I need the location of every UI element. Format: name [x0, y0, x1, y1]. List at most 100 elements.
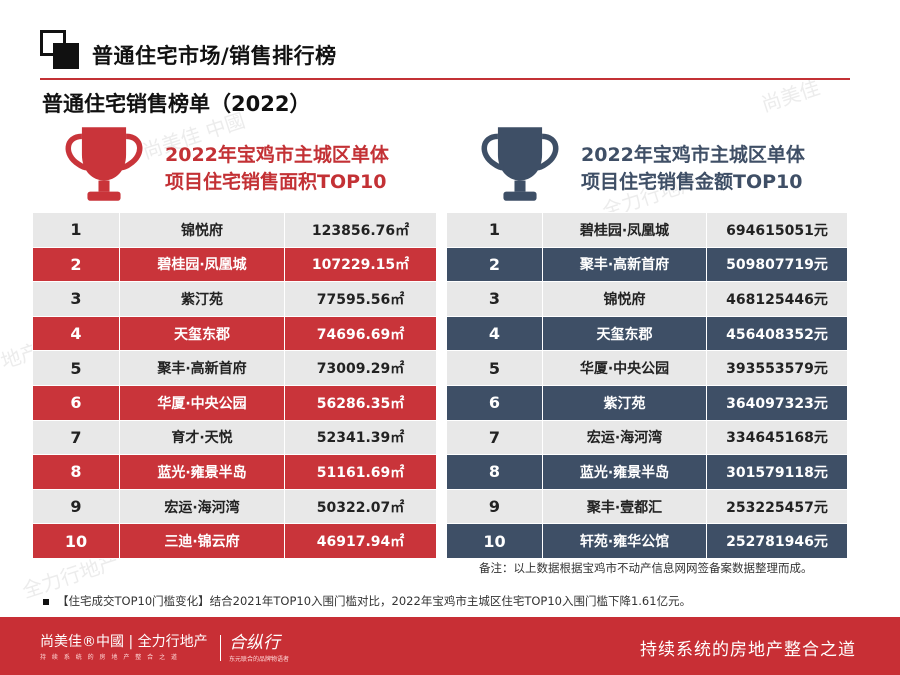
- value-cell: 74696.69㎡: [284, 315, 437, 352]
- table-row: 4 天玺东郡 456408352元: [446, 315, 848, 352]
- rank-cell: 7: [446, 419, 543, 456]
- table-row: 8 蓝光·雍景半岛 51161.69㎡: [32, 454, 437, 490]
- project-name-cell: 聚丰·壹都汇: [542, 488, 707, 525]
- value-cell: 694615051元: [706, 212, 848, 248]
- project-name-cell: 华厦·中央公园: [542, 350, 707, 386]
- value-cell: 51161.69㎡: [284, 454, 437, 490]
- rank-cell: 3: [446, 281, 543, 317]
- value-cell: 46917.94㎡: [284, 523, 437, 559]
- trophy-icon: [481, 127, 559, 201]
- table-row: 6 华厦·中央公园 56286.35㎡: [32, 384, 437, 421]
- footer-brand: 尚美佳®中國 | 全力行地产: [40, 634, 208, 650]
- rank-cell: 6: [446, 384, 543, 421]
- table-row: 7 育才·天悦 52341.39㎡: [32, 419, 437, 456]
- left-caption-line1: 2022年宝鸡市主城区单体: [165, 144, 389, 166]
- project-name-cell: 天玺东郡: [542, 315, 707, 352]
- table-row: 6 紫汀苑 364097323元: [446, 384, 848, 421]
- rank-cell: 8: [446, 454, 543, 490]
- table-row: 4 天玺东郡 74696.69㎡: [32, 315, 437, 352]
- project-name-cell: 宏运·海河湾: [542, 419, 707, 456]
- footer-brand-sub: 持 续 系 统 的 房 地 产 整 合 之 道: [40, 654, 179, 661]
- footer-separator: [220, 635, 221, 661]
- table-row: 8 蓝光·雍景半岛 301579118元: [446, 454, 848, 490]
- table-row: 10 轩苑·雍华公馆 252781946元: [446, 523, 848, 559]
- footnote-text: 【住宅成交TOP10门槛变化】结合2021年TOP10入围门槛对比，2022年宝…: [57, 594, 692, 608]
- table-row: 1 锦悦府 123856.76㎡: [32, 212, 437, 248]
- rank-cell: 5: [446, 350, 543, 386]
- value-cell: 364097323元: [706, 384, 848, 421]
- rank-cell: 10: [446, 523, 543, 559]
- project-name-cell: 宏运·海河湾: [119, 488, 285, 525]
- rank-cell: 4: [446, 315, 543, 352]
- right-caption-line1: 2022年宝鸡市主城区单体: [581, 144, 805, 166]
- trophy-icon: [65, 127, 143, 201]
- value-cell: 56286.35㎡: [284, 384, 437, 421]
- table-row: 1 碧桂园·凤凰城 694615051元: [446, 212, 848, 248]
- value-cell: 334645168元: [706, 419, 848, 456]
- project-name-cell: 聚丰·高新首府: [542, 246, 707, 283]
- table-row: 7 宏运·海河湾 334645168元: [446, 419, 848, 456]
- value-cell: 393553579元: [706, 350, 848, 386]
- value-cell: 509807719元: [706, 246, 848, 283]
- right-caption: 2022年宝鸡市主城区单体 项目住宅销售金额TOP10: [581, 142, 805, 196]
- project-name-cell: 天玺东郡: [119, 315, 285, 352]
- rank-cell: 7: [32, 419, 120, 456]
- amount-ranking-table: 1 碧桂园·凤凰城 694615051元 2 聚丰·高新首府 509807719元 3 锦悦府…: [446, 212, 848, 559]
- value-cell: 468125446元: [706, 281, 848, 317]
- table-row: 10 三迪·锦云府 46917.94㎡: [32, 523, 437, 559]
- value-cell: 456408352元: [706, 315, 848, 352]
- value-cell: 50322.07㎡: [284, 488, 437, 525]
- table-row: 3 锦悦府 468125446元: [446, 281, 848, 317]
- project-name-cell: 锦悦府: [542, 281, 707, 317]
- right-caption-line2: 项目住宅销售金额TOP10: [581, 171, 803, 193]
- project-name-cell: 聚丰·高新首府: [119, 350, 285, 386]
- project-name-cell: 轩苑·雍华公馆: [542, 523, 707, 559]
- value-cell: 73009.29㎡: [284, 350, 437, 386]
- rank-cell: 6: [32, 384, 120, 421]
- footer-slogan: 持续系统的房地产整合之道: [640, 640, 856, 660]
- rank-cell: 4: [32, 315, 120, 352]
- rank-cell: 3: [32, 281, 120, 317]
- project-name-cell: 紫汀苑: [119, 281, 285, 317]
- table-row: 2 碧桂园·凤凰城 107229.15㎡: [32, 246, 437, 283]
- project-name-cell: 碧桂园·凤凰城: [119, 246, 285, 283]
- rank-cell: 1: [446, 212, 543, 248]
- rank-cell: 9: [446, 488, 543, 525]
- threshold-footnote: 【住宅成交TOP10门槛变化】结合2021年TOP10入围门槛对比，2022年宝…: [43, 593, 691, 609]
- area-ranking-table: 1 锦悦府 123856.76㎡ 2 碧桂园·凤凰城 107229.15㎡ 3 紫汀苑 7759…: [32, 212, 437, 559]
- title-square-icon-fill: [53, 43, 79, 69]
- rank-cell: 2: [32, 246, 120, 283]
- title-divider: [40, 78, 850, 80]
- rank-cell: 5: [32, 350, 120, 386]
- project-name-cell: 三迪·锦云府: [119, 523, 285, 559]
- table-row: 2 聚丰·高新首府 509807719元: [446, 246, 848, 283]
- project-name-cell: 锦悦府: [119, 212, 285, 248]
- table-row: 9 宏运·海河湾 50322.07㎡: [32, 488, 437, 525]
- value-cell: 77595.56㎡: [284, 281, 437, 317]
- rank-cell: 2: [446, 246, 543, 283]
- project-name-cell: 碧桂园·凤凰城: [542, 212, 707, 248]
- project-name-cell: 蓝光·雍景半岛: [542, 454, 707, 490]
- left-caption-line2: 项目住宅销售面积TOP10: [165, 171, 387, 193]
- bullet-square-icon: [43, 598, 49, 605]
- footer-logo: 合纵行: [229, 633, 280, 653]
- rank-cell: 1: [32, 212, 120, 248]
- table-row: 5 聚丰·高新首府 73009.29㎡: [32, 350, 437, 386]
- table-row: 9 聚丰·壹都汇 253225457元: [446, 488, 848, 525]
- footer-bar: 尚美佳®中國 | 全力行地产 持 续 系 统 的 房 地 产 整 合 之 道 合…: [0, 617, 900, 675]
- value-cell: 252781946元: [706, 523, 848, 559]
- project-name-cell: 华厦·中央公园: [119, 384, 285, 421]
- rank-cell: 10: [32, 523, 120, 559]
- rank-cell: 8: [32, 454, 120, 490]
- project-name-cell: 育才·天悦: [119, 419, 285, 456]
- table-row: 5 华厦·中央公园 393553579元: [446, 350, 848, 386]
- value-cell: 107229.15㎡: [284, 246, 437, 283]
- rank-cell: 9: [32, 488, 120, 525]
- table-row: 3 紫汀苑 77595.56㎡: [32, 281, 437, 317]
- project-name-cell: 紫汀苑: [542, 384, 707, 421]
- footer-logo-sub: 东元联合的品牌物语者: [229, 656, 290, 663]
- section-title: 普通住宅销售榜单（2022）: [42, 92, 311, 116]
- left-caption: 2022年宝鸡市主城区单体 项目住宅销售面积TOP10: [165, 142, 389, 196]
- page-title: 普通住宅市场/销售排行榜: [92, 44, 337, 68]
- value-cell: 123856.76㎡: [284, 212, 437, 248]
